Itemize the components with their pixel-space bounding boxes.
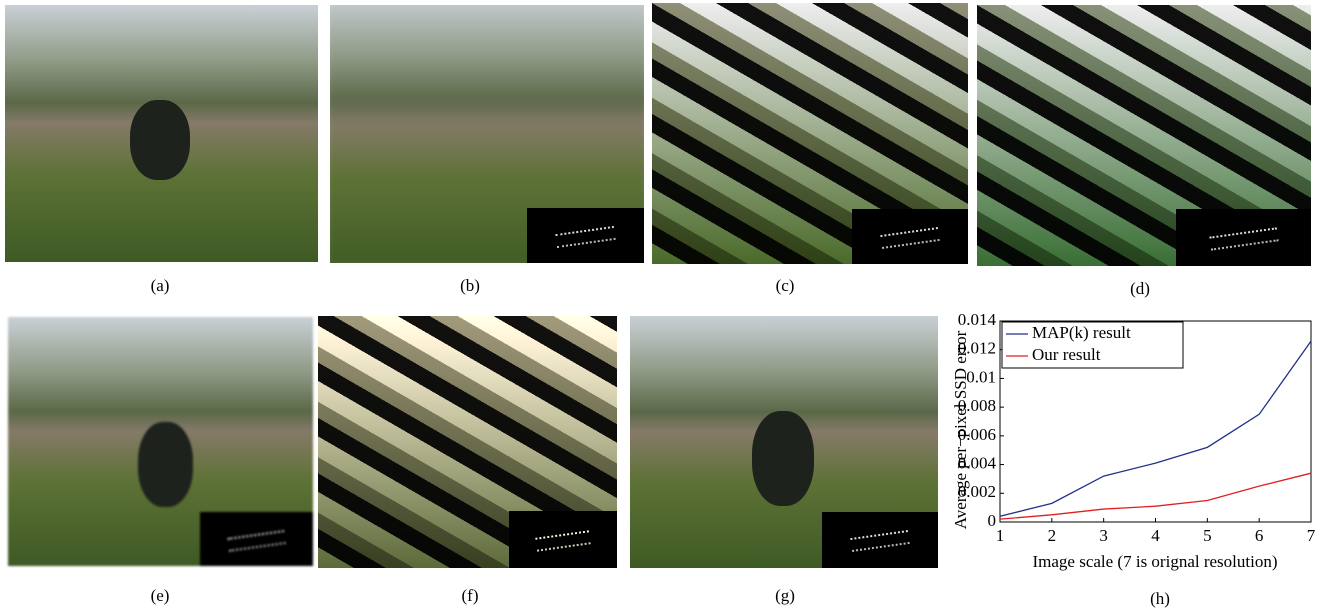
x-tick-label: 6 [1255, 526, 1264, 545]
panel-label: (d) [1130, 279, 1150, 298]
y-tick-label: 0.014 [958, 310, 997, 329]
y-tick-label: 0.01 [966, 367, 996, 386]
x-tick-label: 1 [996, 526, 1005, 545]
x-tick-label: 7 [1307, 526, 1316, 545]
y-axis-label: Average per−pixel SSD error [951, 330, 970, 529]
x-tick-label: 5 [1203, 526, 1212, 545]
panel-label: (e) [151, 586, 170, 605]
legend-label: MAP(k) result [1032, 323, 1131, 342]
panel-label: (g) [775, 586, 795, 605]
x-tick-label: 4 [1151, 526, 1160, 545]
legend-label: Our result [1032, 345, 1101, 364]
panel-label: (h) [1150, 589, 1170, 608]
panel-label: (f) [462, 586, 479, 605]
x-tick-label: 2 [1048, 526, 1057, 545]
x-axis-label: Image scale (7 is orignal resolution) [1032, 552, 1277, 571]
x-tick-label: 3 [1099, 526, 1108, 545]
page: (a)(b)(c)(d)(e)(f)(g)(h)00.0020.0040.006… [0, 0, 1330, 612]
panel-label: (b) [460, 276, 480, 295]
panel-label: (c) [776, 276, 795, 295]
y-tick-label: 0 [988, 511, 997, 530]
panel-label: (a) [151, 276, 170, 295]
overlay: (a)(b)(c)(d)(e)(f)(g)(h)00.0020.0040.006… [0, 0, 1330, 612]
